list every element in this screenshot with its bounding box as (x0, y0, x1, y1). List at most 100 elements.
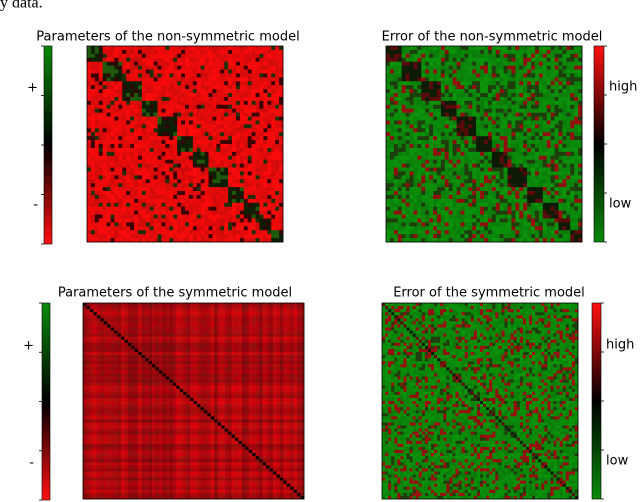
heatmap-cell (566, 116, 571, 121)
heatmap-cell (192, 53, 198, 59)
heatmap-cell (574, 210, 579, 215)
heatmap-cell (271, 136, 276, 141)
heatmap-cell (239, 81, 245, 86)
heatmap-cell (531, 187, 536, 192)
heatmap-cell (181, 187, 186, 192)
heatmap-cell (495, 85, 500, 90)
heatmap-cell (534, 128, 540, 133)
heatmap-cell (212, 85, 217, 90)
heatmap-cell (279, 96, 284, 102)
heatmap-cell (196, 218, 201, 223)
heatmap-cell (570, 206, 575, 211)
heatmap-cell (409, 230, 414, 235)
heatmap-cell (421, 61, 426, 66)
heatmap-cell (519, 116, 524, 121)
heatmap-cell (122, 210, 127, 215)
heatmap-cell (534, 163, 540, 168)
heatmap-cell (389, 159, 395, 164)
heatmap-cell (484, 136, 489, 141)
heatmap-cell (208, 191, 213, 196)
heatmap-cell (169, 77, 174, 82)
heatmap-cell (468, 116, 473, 121)
heatmap-cell (161, 46, 166, 51)
heatmap-cell (126, 214, 131, 219)
heatmap-cell (177, 89, 182, 94)
heatmap-cell (511, 222, 516, 227)
heatmap-cell (515, 120, 520, 125)
heatmap-cell (386, 179, 391, 184)
heatmap-cell (157, 175, 162, 180)
heatmap-cell (417, 132, 422, 137)
heatmap-cell (243, 222, 249, 227)
heatmap-cell (480, 100, 485, 106)
heatmap-cell (429, 226, 434, 231)
heatmap-cell (578, 179, 583, 184)
heatmap-cell (386, 93, 391, 98)
heatmap-cell (456, 214, 461, 219)
heatmap-cell (386, 128, 391, 133)
heatmap-cell (212, 194, 217, 200)
heatmap-cell (239, 206, 245, 211)
heatmap-cell (192, 202, 198, 208)
heatmap-cell (130, 198, 135, 204)
heatmap-cell (255, 57, 260, 62)
heatmap-cell (235, 53, 241, 59)
heatmap-cell (228, 140, 233, 145)
heatmap-cell (386, 214, 391, 219)
heatmap-cell (578, 159, 583, 164)
heatmap-cell (429, 179, 434, 184)
heatmap-cell (538, 120, 544, 125)
heatmap-cell (130, 132, 135, 137)
heatmap-cell (259, 85, 264, 90)
heatmap-cell (472, 187, 477, 192)
heatmap-cell (192, 167, 198, 172)
heatmap-cell (157, 69, 162, 74)
heatmap-cell (169, 100, 174, 106)
heatmap-cell (114, 191, 119, 196)
heatmap-cell (87, 93, 92, 98)
heatmap-cell (487, 89, 493, 94)
heatmap-cell (452, 53, 457, 59)
heatmap-cell (558, 210, 563, 215)
heatmap-cell (433, 81, 438, 86)
heatmap-cell (153, 108, 158, 113)
heatmap-cell (228, 230, 233, 235)
heatmap-cell (401, 93, 406, 98)
heatmap-cell (188, 73, 194, 78)
heatmap-cell (98, 151, 103, 157)
heatmap-cell (263, 147, 268, 153)
heatmap-cell (515, 226, 520, 231)
heatmap-cell (444, 147, 450, 153)
heatmap-cell (409, 191, 414, 196)
heatmap-cell (137, 194, 143, 200)
heatmap-cell (554, 69, 559, 74)
heatmap-cell (495, 202, 500, 208)
heatmap-cell (413, 120, 418, 125)
heatmap-cell (389, 175, 395, 180)
heatmap-cell (484, 226, 489, 231)
heatmap-cell (169, 238, 174, 243)
heatmap-cell (251, 210, 256, 215)
heatmap-cell (216, 202, 221, 208)
heatmap-cell (531, 89, 536, 94)
heatmap-cell (550, 108, 555, 113)
heatmap-cell (578, 124, 583, 129)
heatmap-cell (440, 53, 446, 59)
heatmap-cell (212, 230, 217, 235)
heatmap-cell (546, 108, 551, 113)
heatmap-cell (562, 100, 567, 106)
heatmap-cell (386, 226, 391, 231)
heatmap-cell (177, 163, 182, 168)
heatmap-cell (228, 234, 233, 239)
heatmap-cell (417, 104, 422, 110)
heatmap-cell (519, 183, 524, 188)
heatmap-cell (228, 108, 233, 113)
heatmap-cell (134, 49, 139, 55)
heatmap-cell (538, 194, 544, 200)
heatmap-cell (538, 230, 544, 235)
heatmap-cell (130, 73, 135, 78)
heatmap-cell (122, 155, 127, 160)
heatmap-cell (255, 234, 260, 239)
heatmap-cell (181, 218, 186, 223)
heatmap-cell (464, 171, 469, 176)
